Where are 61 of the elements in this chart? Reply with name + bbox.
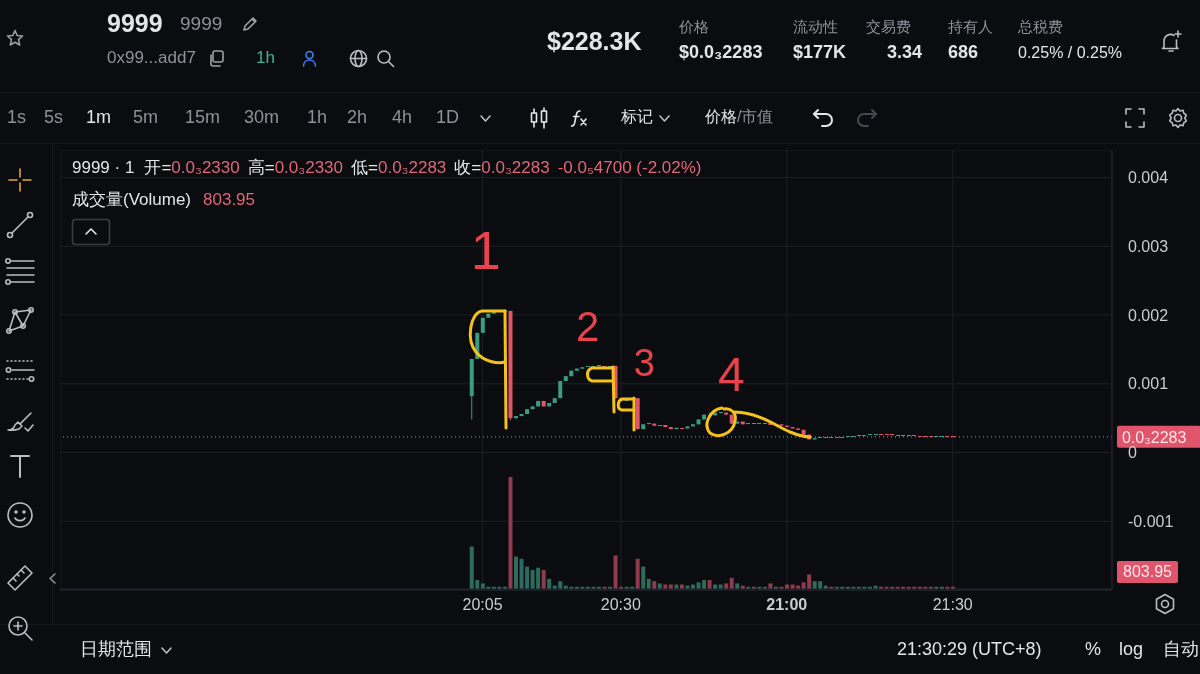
y-tick-label: 0.003 xyxy=(1128,237,1169,255)
text: 1h xyxy=(307,107,328,128)
chart-subtitle: 9999 xyxy=(180,13,223,34)
annotation: 开= xyxy=(144,158,172,178)
annotation: 高= xyxy=(247,158,275,178)
annotation: 803.95 xyxy=(203,190,256,210)
text: 2h xyxy=(347,107,368,128)
annotation: 0.0₃2330 xyxy=(274,158,344,178)
x-tick-label: 20:30 xyxy=(600,596,641,613)
x-tick-label: 21:30 xyxy=(932,596,973,613)
text: % xyxy=(1085,639,1102,660)
x-tick-label: 20:05 xyxy=(462,596,503,613)
text: 日期范围 xyxy=(80,639,152,660)
annotation: 9999 · 1 xyxy=(72,158,135,178)
annotation: 低= xyxy=(351,158,378,178)
text: 1D xyxy=(436,107,460,128)
text: 3.34 xyxy=(887,42,923,63)
text: 0.25% / 0.25% xyxy=(1018,44,1123,63)
text: 686 xyxy=(948,42,979,63)
text: $0.0₃2283 xyxy=(679,42,763,63)
text: 持有人 xyxy=(948,18,993,36)
text: 价格 xyxy=(705,108,737,127)
annotation: 1 xyxy=(470,220,501,281)
annotation: 0.0₃2283 xyxy=(481,158,550,178)
text: 1m xyxy=(86,107,112,128)
y-tick-label: 0.001 xyxy=(1128,375,1169,393)
text: 5m xyxy=(133,107,159,128)
text: 标记 xyxy=(621,108,653,127)
text: $228.3K xyxy=(547,27,642,56)
text: 1h xyxy=(256,48,275,68)
text: 总税费 xyxy=(1018,18,1063,36)
text: 5s xyxy=(44,107,64,128)
ref-line-label: 0.0₃2283 xyxy=(1122,428,1187,446)
text: log xyxy=(1119,639,1144,660)
text: 交易费 xyxy=(866,18,911,36)
text: 自动 xyxy=(1163,639,1199,660)
text: 21:30:29 (UTC+8) xyxy=(897,639,1042,660)
x-tick-label: 21:00 xyxy=(766,596,808,613)
text: 4h xyxy=(392,107,413,128)
text: /市值 xyxy=(737,108,774,127)
text: 价格 xyxy=(679,18,709,36)
y-tick-label: 0.004 xyxy=(1128,169,1169,187)
annotation: 0.0₃2330 xyxy=(171,158,240,178)
text: 0x99...add7 xyxy=(107,48,196,68)
annotation: 收= xyxy=(454,158,482,178)
chart-title: 9999 xyxy=(107,9,163,37)
y-tick-label: -0.001 xyxy=(1128,512,1174,530)
text: 15m xyxy=(185,107,221,128)
text: 803.95 xyxy=(1123,563,1172,580)
text: 30m xyxy=(244,107,280,128)
annotation: -0.0₅4700 (-2.02%) xyxy=(557,158,702,178)
annotation: 4 xyxy=(718,347,745,401)
text: $177K xyxy=(793,42,847,63)
annotation: 3 xyxy=(633,342,656,385)
text: 流动性 xyxy=(793,18,838,36)
y-tick-label: 0.002 xyxy=(1128,306,1169,324)
y-tick-label: 0 xyxy=(1128,444,1137,462)
annotation: 0.0₃2283 xyxy=(377,158,447,178)
text: 1s xyxy=(7,107,27,128)
annotation: 成交量(Volume) xyxy=(72,190,192,210)
annotation: 2 xyxy=(576,302,600,350)
